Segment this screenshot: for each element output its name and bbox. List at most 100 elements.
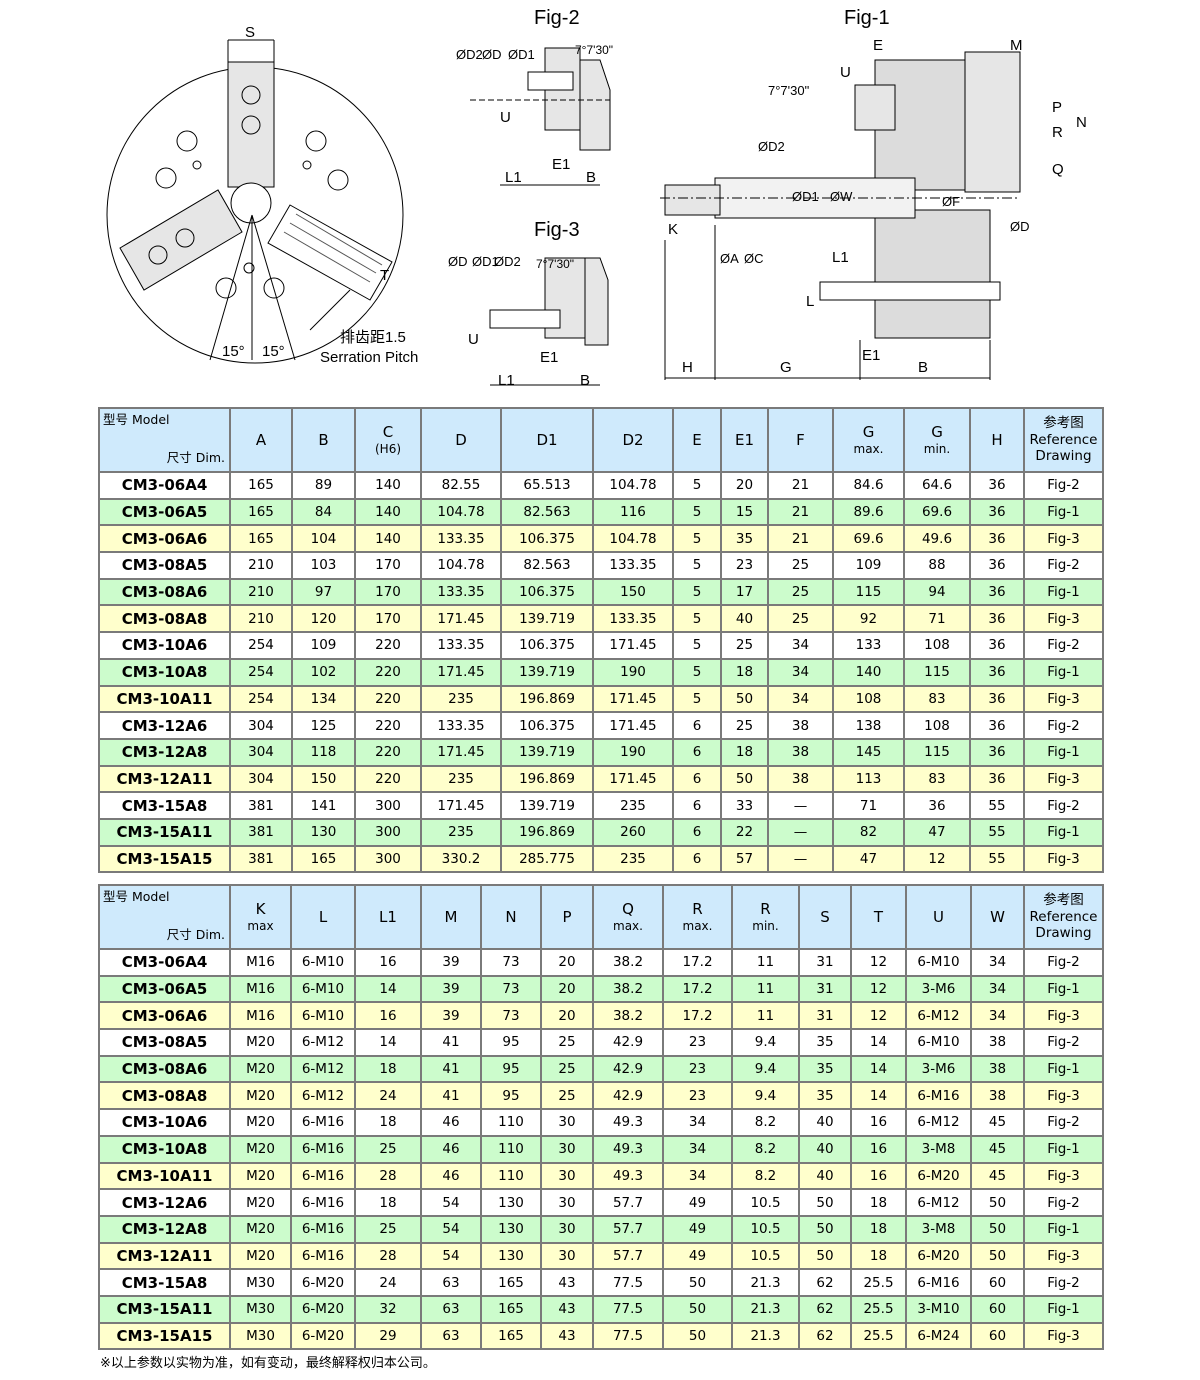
value-cell: 16 bbox=[354, 1001, 422, 1031]
value-cell: 6-M10 bbox=[290, 1001, 356, 1031]
value-cell: 139.719 bbox=[500, 657, 594, 687]
value-cell: 38 bbox=[970, 1054, 1025, 1084]
value-cell: 25 bbox=[354, 1134, 422, 1164]
value-cell: 120 bbox=[291, 604, 356, 634]
value-cell: 104 bbox=[291, 524, 356, 554]
table-row: CM3-15A15 M30 6-M20 29 63 165 43 77.5 50 21.3 62 25… bbox=[98, 1321, 1104, 1351]
value-cell: 171.45 bbox=[592, 711, 674, 740]
table-row: CM3-15A8 381 141 300 171.45 139.719 235 6 33—71 3… bbox=[98, 791, 1104, 820]
value-cell: 11 bbox=[731, 948, 800, 977]
dim-label: L1 bbox=[832, 249, 849, 266]
header-label: Q bbox=[622, 900, 634, 919]
column-header: L1 bbox=[354, 884, 422, 950]
model-cell: CM3-06A4 bbox=[98, 471, 231, 500]
value-cell: M20 bbox=[229, 1134, 292, 1164]
value-cell: 235 bbox=[592, 791, 674, 820]
table-row: CM3-06A5 M16 6-M10 14 39 73 20 38.2 17.2 11 31 12 3-… bbox=[98, 974, 1104, 1004]
value-cell: 24 bbox=[354, 1081, 422, 1111]
value-cell: 28 bbox=[354, 1161, 422, 1191]
model-cell: CM3-12A8 bbox=[98, 1214, 231, 1244]
value-cell: 106.375 bbox=[500, 577, 594, 607]
value-cell: Fig-3 bbox=[1023, 684, 1104, 714]
fig1-title: Fig-1 bbox=[844, 7, 890, 29]
value-cell: 235 bbox=[420, 764, 502, 794]
value-cell: M20 bbox=[229, 1081, 292, 1111]
value-cell: M16 bbox=[229, 948, 292, 977]
header-label: A bbox=[255, 430, 267, 449]
value-cell: 196.869 bbox=[500, 817, 594, 847]
value-cell: 6 bbox=[672, 737, 722, 767]
dim-label: L1 bbox=[498, 372, 515, 389]
value-cell: 36 bbox=[969, 524, 1025, 554]
value-cell: 50 bbox=[662, 1268, 733, 1297]
value-cell: 32 bbox=[354, 1294, 422, 1324]
model-cell: CM3-12A11 bbox=[98, 764, 231, 794]
dim-label: Q bbox=[1052, 161, 1064, 178]
value-cell: 95 bbox=[480, 1054, 542, 1084]
table-row: CM3-08A6 210 97 170 133.35 106.375 150 5 17 25 115… bbox=[98, 577, 1104, 607]
value-cell: Fig-2 bbox=[1023, 948, 1104, 977]
table-row: CM3-08A5 M20 6-M12 14 41 95 25 42.9 23 9.4 35 14 6-M… bbox=[98, 1028, 1104, 1057]
value-cell: 31 bbox=[798, 948, 852, 977]
value-cell: 97 bbox=[291, 577, 356, 607]
value-cell: 20 bbox=[720, 471, 769, 500]
fig2-section bbox=[470, 47, 611, 186]
value-cell: 23 bbox=[662, 1028, 733, 1057]
column-header: C (H6) bbox=[354, 407, 422, 473]
value-cell: 300 bbox=[354, 844, 422, 874]
value-cell: 82 bbox=[832, 817, 905, 847]
value-cell: 330.2 bbox=[420, 844, 502, 874]
value-cell: 14 bbox=[850, 1054, 907, 1084]
value-cell: 103 bbox=[291, 551, 356, 580]
dim-label: ØC bbox=[744, 251, 764, 266]
value-cell: 17.2 bbox=[662, 948, 733, 977]
value-cell: 220 bbox=[354, 711, 422, 740]
header-label: G bbox=[931, 423, 943, 442]
value-cell: 31 bbox=[798, 1001, 852, 1031]
value-cell: 6-M10 bbox=[290, 948, 356, 977]
value-cell: 254 bbox=[229, 631, 293, 660]
value-cell: 5 bbox=[672, 471, 722, 500]
value-cell: 39 bbox=[420, 1001, 482, 1031]
dim-label: U bbox=[840, 64, 851, 81]
value-cell: 54 bbox=[420, 1188, 482, 1217]
value-cell: 36 bbox=[969, 497, 1025, 527]
value-cell: 83 bbox=[903, 764, 971, 794]
value-cell: 171.45 bbox=[420, 791, 502, 820]
table-row: CM3-08A6 M20 6-M12 18 41 95 25 42.9 23 9.4 35 14 3-M… bbox=[98, 1054, 1104, 1084]
column-header: D1 bbox=[500, 407, 594, 473]
value-cell: 21 bbox=[767, 471, 834, 500]
value-cell: 45 bbox=[970, 1134, 1025, 1164]
chuck-front-view bbox=[106, 39, 404, 364]
value-cell: 50 bbox=[720, 684, 769, 714]
value-cell: Fig-3 bbox=[1023, 1001, 1104, 1031]
value-cell: 94 bbox=[903, 577, 971, 607]
value-cell: 6-M12 bbox=[290, 1054, 356, 1084]
value-cell: 18 bbox=[850, 1214, 907, 1244]
value-cell: 6-M16 bbox=[905, 1268, 972, 1297]
value-cell: 14 bbox=[354, 974, 422, 1004]
value-cell: Fig-1 bbox=[1023, 1294, 1104, 1324]
model-label: 型号 Model bbox=[103, 412, 170, 428]
value-cell: 30 bbox=[540, 1214, 594, 1244]
table-row: CM3-12A8 M20 6-M16 25 54 130 30 57.7 49 10.5 50 18 3… bbox=[98, 1214, 1104, 1244]
model-cell: CM3-06A5 bbox=[98, 974, 231, 1004]
value-cell: 171.45 bbox=[420, 657, 502, 687]
value-cell: 109 bbox=[832, 551, 905, 580]
value-cell: 220 bbox=[354, 764, 422, 794]
value-cell: 6 bbox=[672, 791, 722, 820]
value-cell: 50 bbox=[662, 1294, 733, 1324]
value-cell: 36 bbox=[969, 577, 1025, 607]
value-cell: 10.5 bbox=[731, 1241, 800, 1271]
value-cell: 60 bbox=[970, 1294, 1025, 1324]
model-cell: CM3-10A11 bbox=[98, 1161, 231, 1191]
serration-pitch-label: Serration Pitch bbox=[320, 349, 419, 366]
value-cell: 63 bbox=[420, 1294, 482, 1324]
model-cell: CM3-15A15 bbox=[98, 844, 231, 874]
value-cell: 18 bbox=[354, 1108, 422, 1137]
dim-label: B bbox=[580, 372, 591, 389]
value-cell: 12 bbox=[903, 844, 971, 874]
value-cell: 6-M12 bbox=[905, 1108, 972, 1137]
value-cell: 24 bbox=[354, 1268, 422, 1297]
value-cell: 84.6 bbox=[832, 471, 905, 500]
